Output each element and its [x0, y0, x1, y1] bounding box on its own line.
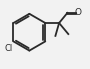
Text: O: O: [74, 8, 81, 17]
Text: Cl: Cl: [4, 44, 13, 53]
